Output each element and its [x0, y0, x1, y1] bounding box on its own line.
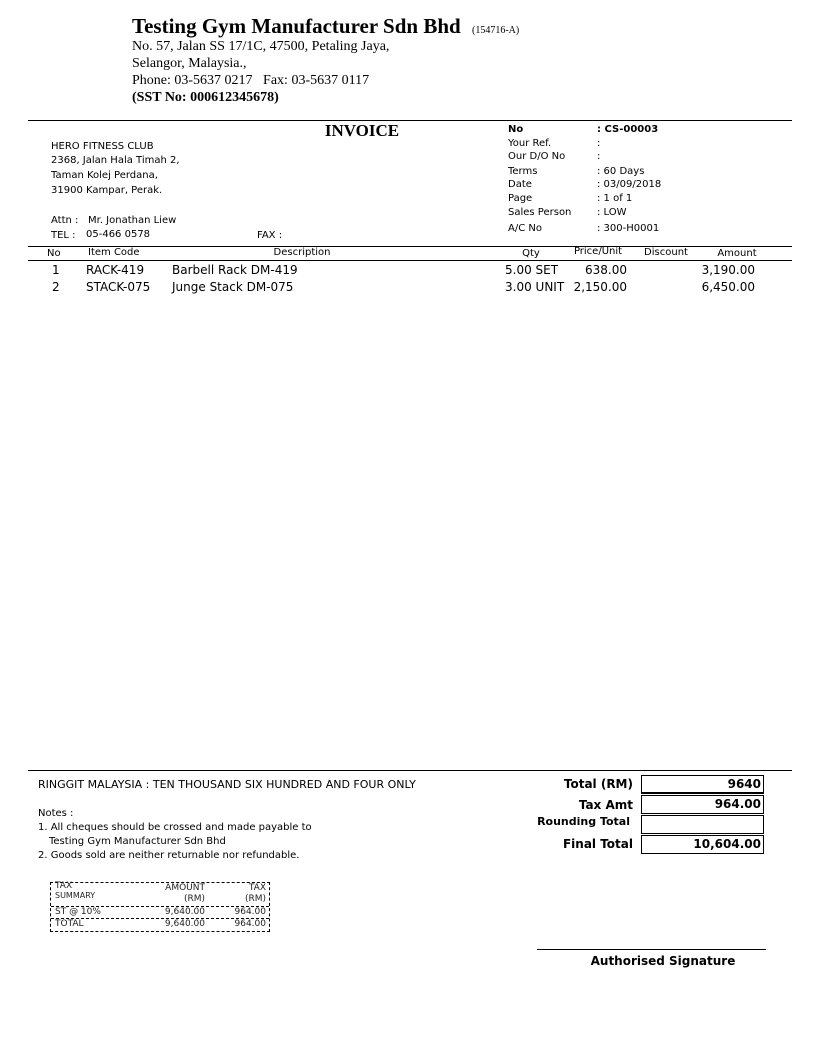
rounding-label: Rounding Total — [537, 815, 630, 828]
info-label: Our D/O No — [508, 151, 566, 162]
col-amount: Amount — [717, 248, 757, 259]
info-label: Terms — [508, 166, 538, 177]
total-value: 9640 — [641, 775, 764, 794]
tax-h2: AMOUNT — [165, 883, 205, 893]
info-value: : CS-00003 — [597, 124, 659, 135]
total-label: Total (RM) — [563, 777, 633, 791]
tel-label: TEL : — [51, 230, 76, 241]
info-label: A/C No — [508, 223, 542, 234]
customer-address-2: Taman Kolej Perdana, — [51, 170, 158, 181]
signature-label: Authorised Signature — [590, 954, 736, 968]
info-label: No — [508, 124, 524, 135]
cell-code: STACK-075 — [86, 280, 151, 294]
company-sst: (SST No: 000612345678) — [132, 90, 279, 105]
attn-value: Mr. Jonathan Liew — [88, 215, 177, 226]
tax-h2b: (RM) — [183, 894, 205, 904]
tax-row-amount: 9,640.00 — [164, 919, 205, 929]
fax-label: FAX : — [257, 230, 283, 241]
tax-summary: TAX SUMMARY AMOUNT (RM) TAX (RM) ST @ 10… — [50, 881, 270, 932]
tax-row-tax: 964.00 — [234, 919, 267, 929]
notes-title: Notes : — [38, 808, 74, 819]
tax-row: TOTAL 9,640.00 964.00 — [51, 918, 269, 931]
company-address-1: No. 57, Jalan SS 17/1C, 47500, Petaling … — [132, 39, 390, 54]
info-label: Date — [508, 179, 532, 190]
info-label: Page — [508, 193, 533, 204]
divider — [28, 770, 792, 771]
col-no: No — [47, 248, 61, 259]
tax-h1: TAX — [55, 881, 73, 891]
tax-row-tax: 964.00 — [234, 907, 267, 917]
info-value: : — [597, 138, 601, 149]
cell-desc: Junge Stack DM-075 — [172, 280, 294, 294]
company-name: Testing Gym Manufacturer Sdn Bhd — [132, 14, 461, 38]
attn-label: Attn : — [51, 215, 79, 226]
customer-address-1: 2368, Jalan Hala Timah 2, — [51, 155, 180, 166]
cell-no: 1 — [52, 263, 60, 277]
company-address-2: Selangor, Malaysia., — [132, 56, 247, 71]
customer-address-3: 31900 Kampar, Perak. — [51, 185, 163, 196]
final-total-value: 10,604.00 — [641, 835, 764, 854]
tax-row-label: TOTAL — [55, 919, 84, 929]
cell-code: RACK-419 — [86, 263, 145, 277]
info-value: : 300-H0001 — [597, 223, 660, 234]
col-price: Price/Unit — [573, 246, 623, 257]
cell-desc: Barbell Rack DM-419 — [172, 263, 298, 277]
tax-h1b: SUMMARY — [55, 891, 96, 900]
final-total-label: Final Total — [562, 837, 633, 851]
customer-name: HERO FITNESS CLUB — [51, 141, 154, 152]
info-value: : 60 Days — [597, 166, 645, 177]
col-item-code: Item Code — [88, 247, 140, 258]
cell-no: 2 — [52, 280, 60, 294]
cell-qty: 5.00 SET — [505, 263, 559, 277]
cell-price: 2,150.00 — [573, 280, 627, 294]
cell-price: 638.00 — [585, 263, 627, 277]
tax-h3: TAX — [248, 883, 266, 893]
note-1: 1. All cheques should be crossed and mad… — [38, 822, 312, 833]
info-value: : 1 of 1 — [597, 193, 633, 204]
divider — [28, 260, 792, 261]
info-label: Your Ref. — [508, 138, 552, 149]
cell-amount: 3,190.00 — [701, 263, 755, 277]
company-phone: Phone: 03-5637 0217 Fax: 03-5637 0117 — [132, 73, 370, 88]
info-value: : — [597, 151, 601, 162]
tax-h3b: (RM) — [244, 894, 266, 904]
col-description: Description — [273, 247, 331, 258]
note-1-cont: Testing Gym Manufacturer Sdn Bhd — [49, 836, 226, 847]
col-qty: Qty — [522, 248, 540, 259]
info-value: : LOW — [597, 207, 627, 218]
info-value: : 03/09/2018 — [597, 179, 662, 190]
tax-row: ST @ 10% 9,640.00 964.00 — [51, 906, 269, 919]
note-2: 2. Goods sold are neither returnable nor… — [38, 850, 300, 861]
cell-amount: 6,450.00 — [701, 280, 755, 294]
amount-in-words: RINGGIT MALAYSIA : TEN THOUSAND SIX HUND… — [38, 778, 416, 791]
doc-title: INVOICE — [324, 121, 400, 140]
divider — [28, 246, 792, 247]
tax-amt-value: 964.00 — [641, 795, 764, 814]
tax-row-label: ST @ 10% — [55, 907, 101, 917]
cell-qty: 3.00 UNIT — [505, 280, 565, 294]
divider — [28, 120, 792, 121]
tax-amt-label: Tax Amt — [578, 798, 633, 812]
info-label: Sales Person — [508, 207, 572, 218]
rounding-value — [641, 815, 764, 834]
col-discount: Discount — [644, 247, 688, 258]
signature-line — [537, 949, 766, 950]
tel-value: 05-466 0578 — [86, 229, 151, 240]
tax-row-amount: 9,640.00 — [164, 907, 205, 917]
company-reg-no: (154716-A) — [472, 25, 520, 36]
